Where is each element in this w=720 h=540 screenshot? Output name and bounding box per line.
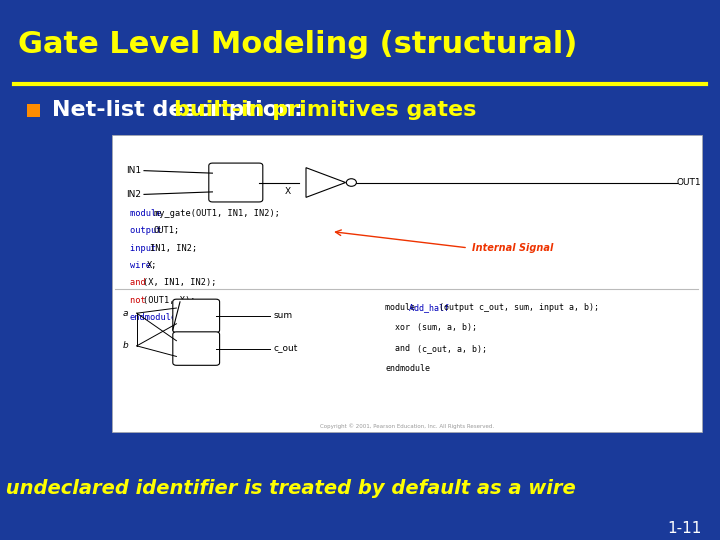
Text: output: output <box>130 226 166 235</box>
Text: OUT1;: OUT1; <box>153 226 180 235</box>
Text: X: X <box>285 187 291 196</box>
Text: a: a <box>122 309 128 318</box>
FancyBboxPatch shape <box>173 299 220 333</box>
Text: and: and <box>385 344 410 353</box>
Text: input: input <box>130 244 161 253</box>
FancyBboxPatch shape <box>27 104 40 117</box>
Text: not: not <box>130 295 150 305</box>
Text: OUT1: OUT1 <box>677 178 701 187</box>
Text: Add_half: Add_half <box>409 303 454 312</box>
FancyBboxPatch shape <box>112 135 702 432</box>
Text: An undeclared identifier is treated by default as a wire: An undeclared identifier is treated by d… <box>0 479 577 498</box>
Text: 1-11: 1-11 <box>667 521 702 536</box>
FancyBboxPatch shape <box>173 332 220 365</box>
Text: and: and <box>130 278 150 287</box>
Text: module: module <box>130 209 166 218</box>
Text: Copyright © 2001, Pearson Education, Inc. All Rights Reserved.: Copyright © 2001, Pearson Education, Inc… <box>320 423 494 429</box>
Text: (sum, a, b);: (sum, a, b); <box>402 323 477 332</box>
Polygon shape <box>306 167 346 197</box>
Text: my_gate(OUT1, IN1, IN2);: my_gate(OUT1, IN1, IN2); <box>153 209 279 218</box>
Text: endmodule: endmodule <box>385 364 431 373</box>
Text: IN2: IN2 <box>126 190 141 199</box>
Text: (X, IN1, IN2);: (X, IN1, IN2); <box>143 278 217 287</box>
Text: module: module <box>385 303 420 312</box>
Text: Net-list description:: Net-list description: <box>52 99 310 120</box>
Text: Gate Level Modeling (structural): Gate Level Modeling (structural) <box>18 30 577 59</box>
Text: IN1, IN2;: IN1, IN2; <box>150 244 197 253</box>
Text: xor: xor <box>385 323 410 332</box>
Text: (c_out, a, b);: (c_out, a, b); <box>402 344 487 353</box>
Text: IN1: IN1 <box>126 166 141 175</box>
Circle shape <box>346 179 356 186</box>
Text: (output c_out, sum, input a, b);: (output c_out, sum, input a, b); <box>438 303 599 312</box>
Text: Internal Signal: Internal Signal <box>472 243 553 253</box>
FancyBboxPatch shape <box>209 163 263 202</box>
Text: sum: sum <box>274 312 293 320</box>
Text: (OUT1, X);: (OUT1, X); <box>143 295 196 305</box>
Text: X;: X; <box>147 261 157 270</box>
Text: built-in primitives gates: built-in primitives gates <box>174 99 476 120</box>
Text: endmodule: endmodule <box>130 313 177 322</box>
Text: wire: wire <box>130 261 156 270</box>
Text: c_out: c_out <box>274 344 298 353</box>
Text: b: b <box>122 341 128 350</box>
